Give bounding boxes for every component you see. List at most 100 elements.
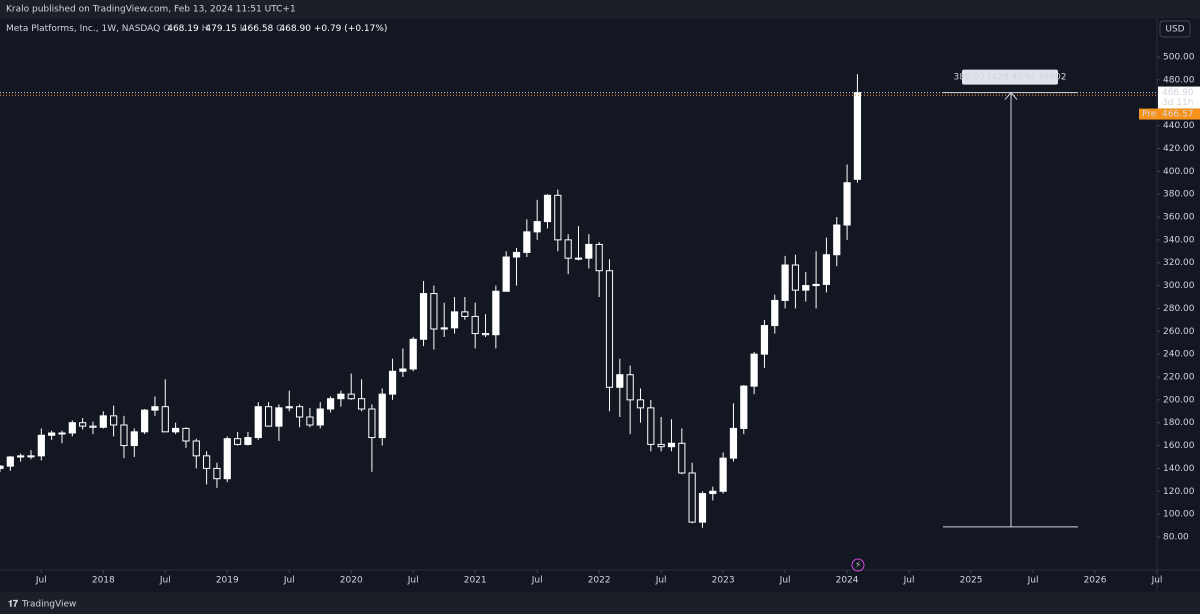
ohlc-label: O xyxy=(163,24,170,34)
candle-body xyxy=(306,416,314,426)
ohlc-value: 466.58 xyxy=(242,24,274,34)
candle-body xyxy=(378,393,386,439)
candle-body xyxy=(182,427,190,442)
candle-body xyxy=(223,438,231,480)
candle-body xyxy=(120,424,128,447)
countdown: 3d 11h xyxy=(1162,98,1193,108)
candle-body xyxy=(812,283,820,287)
candle-body xyxy=(543,194,552,223)
symbol: Meta Platforms, Inc., 1W, NASDAQ xyxy=(6,24,160,34)
ohlc-value: 479.15 xyxy=(205,24,237,34)
events-icon[interactable]: ⚡ xyxy=(855,561,861,571)
candle-body xyxy=(667,442,676,448)
x-tick-label: Jul xyxy=(35,576,47,586)
candle-body xyxy=(357,398,366,410)
premarket-label: 466.57 xyxy=(1162,110,1194,120)
candle-body xyxy=(574,257,583,260)
y-tick-label: 220.00 xyxy=(1163,372,1195,382)
x-tick-label: Jul xyxy=(903,576,915,586)
footer xyxy=(0,592,1200,614)
candle-body xyxy=(172,427,180,433)
y-tick-label: 100.00 xyxy=(1163,510,1195,520)
legend: Meta Platforms, Inc., 1W, NASDAQ O468.19… xyxy=(6,24,387,34)
candle-body xyxy=(285,406,293,409)
candle-body xyxy=(698,493,707,523)
change: +0.79 (+0.17%) xyxy=(314,24,388,34)
candle-body xyxy=(626,374,634,401)
candle-body xyxy=(636,399,645,409)
y-tick-label: 400.00 xyxy=(1163,167,1195,177)
x-tick-label: 2025 xyxy=(960,576,983,586)
premarket-box xyxy=(1158,108,1200,120)
x-tick-label: Jul xyxy=(1151,576,1163,586)
ohlc-label: C xyxy=(276,24,282,34)
y-tick-label: 500.00 xyxy=(1163,53,1195,63)
candle-body xyxy=(709,490,717,495)
candle-body xyxy=(6,456,14,467)
events-icon[interactable] xyxy=(851,558,865,572)
candle-body xyxy=(750,353,758,387)
candle-body xyxy=(502,256,510,292)
candle-body xyxy=(244,437,252,445)
candle-body xyxy=(161,406,169,433)
x-tick-label: Jul xyxy=(159,576,171,586)
currency-button[interactable] xyxy=(1159,20,1191,38)
candle-body xyxy=(647,407,655,445)
ohlc-value: 468.19 xyxy=(167,24,199,34)
top-bar xyxy=(0,0,1200,18)
ohlc-value: 468.90 xyxy=(279,24,311,34)
candle-body xyxy=(275,407,283,427)
candle-body xyxy=(37,434,45,457)
x-tick-label: Jul xyxy=(531,576,543,586)
publisher: Kralo published on TradingView.com, Feb … xyxy=(6,5,296,15)
candle-body xyxy=(89,425,97,428)
candle-body xyxy=(99,415,107,428)
candle-body xyxy=(740,385,748,429)
y-tick-label: 360.00 xyxy=(1163,213,1195,223)
x-tick-label: Jul xyxy=(283,576,295,586)
x-tick-label: 2019 xyxy=(216,576,239,586)
candle-body xyxy=(192,440,200,457)
candle-body xyxy=(450,311,459,329)
candle-body xyxy=(802,285,810,291)
brand: TradingView xyxy=(21,600,76,610)
candle-body xyxy=(213,467,221,480)
candle-body xyxy=(130,431,138,447)
candle-body xyxy=(141,409,149,433)
candle-body xyxy=(564,239,572,259)
candle-body xyxy=(388,370,397,395)
candle-body xyxy=(833,224,841,256)
candle-body xyxy=(523,231,531,253)
x-tick-label: Jul xyxy=(1027,576,1039,586)
last-price-box xyxy=(1158,86,1200,109)
x-tick-label: 2026 xyxy=(1084,576,1107,586)
measure-label-box xyxy=(962,69,1058,85)
candle-body xyxy=(729,427,738,459)
candle-body xyxy=(110,415,118,426)
candle-body xyxy=(233,438,242,445)
x-tick-label: 2020 xyxy=(340,576,363,586)
candle-body xyxy=(595,243,603,272)
candle-body xyxy=(79,422,87,427)
measure-arrowhead xyxy=(1004,91,1018,100)
candle-body xyxy=(409,338,417,370)
candle-body xyxy=(203,455,211,469)
currency[interactable]: USD xyxy=(1165,25,1184,35)
measure-label: 380.02 (428.40%) 38002 xyxy=(954,73,1067,83)
y-tick-label: 200.00 xyxy=(1163,395,1195,405)
premarket-tag: Pre xyxy=(1142,110,1157,120)
candle-body xyxy=(554,194,562,241)
candle-body xyxy=(58,432,66,435)
x-tick-label: 2022 xyxy=(588,576,611,586)
premarket-tag-box xyxy=(1139,108,1158,120)
y-tick-label: 420.00 xyxy=(1163,144,1195,154)
x-tick-label: Jul xyxy=(407,576,419,586)
candle-body xyxy=(430,293,438,330)
candle-body xyxy=(481,333,490,336)
candle-body xyxy=(605,270,614,388)
x-tick-label: 2024 xyxy=(836,576,859,586)
candle-body xyxy=(678,442,686,474)
candle-body xyxy=(771,299,779,327)
candle-body xyxy=(254,406,262,439)
